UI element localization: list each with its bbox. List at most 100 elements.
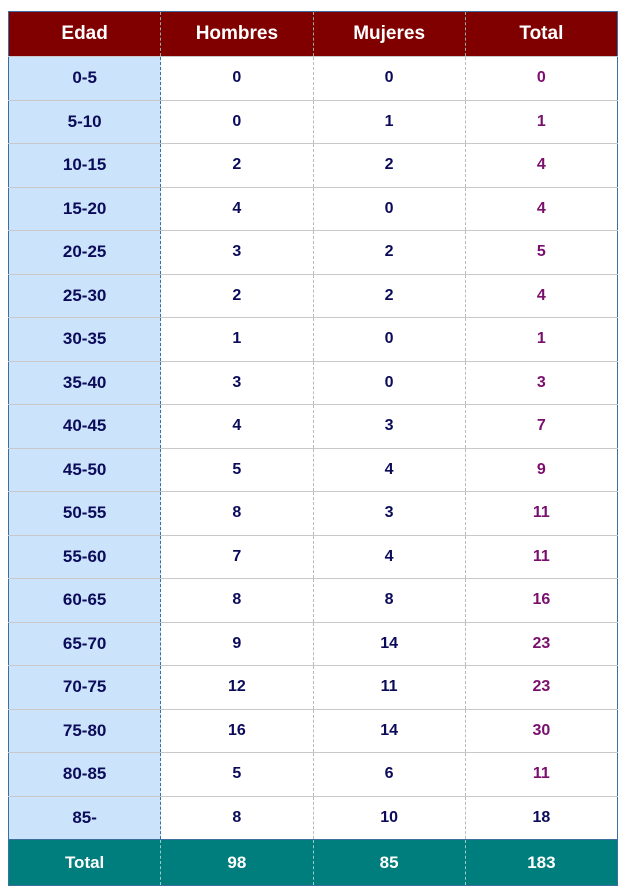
cell-total: 0	[464, 56, 618, 100]
cell-mujeres: 0	[312, 186, 466, 231]
cell-mujeres: 2	[312, 230, 466, 274]
cell-edad: 40-45	[8, 404, 162, 448]
cell-edad: 70-75	[8, 665, 162, 709]
cell-total: 23	[464, 665, 618, 709]
cell-edad: 25-30	[8, 273, 162, 318]
table-row: 50-55 8 3 11	[8, 491, 618, 535]
cell-total: 3	[464, 360, 618, 405]
cell-edad: 60-65	[8, 578, 162, 622]
footer-mujeres: 85	[312, 839, 466, 886]
cell-total: 4	[464, 143, 618, 187]
cell-edad: 10-15	[8, 143, 162, 187]
cell-hombres: 8	[160, 578, 313, 622]
table-row: 0-5 0 0 0	[8, 56, 618, 100]
cell-edad: 85-	[8, 795, 162, 840]
cell-mujeres: 4	[312, 534, 466, 579]
header-row: Edad Hombres Mujeres Total	[8, 11, 618, 57]
cell-edad: 50-55	[8, 491, 162, 535]
footer-total: 183	[464, 839, 618, 886]
cell-hombres: 4	[160, 404, 313, 448]
cell-mujeres: 1	[312, 99, 466, 144]
cell-edad: 35-40	[8, 360, 162, 405]
cell-edad: 65-70	[8, 621, 162, 666]
cell-mujeres: 0	[312, 56, 466, 100]
table-row: 25-30 2 2 4	[8, 273, 618, 318]
footer-label: Total	[8, 839, 161, 886]
table-row: 80-85 5 6 11	[8, 752, 618, 796]
cell-mujeres: 14	[312, 708, 466, 753]
cell-total: 23	[464, 621, 618, 666]
cell-mujeres: 4	[312, 447, 466, 492]
table-row: 30-35 1 0 1	[8, 317, 618, 361]
cell-edad: 15-20	[8, 186, 162, 231]
table-row: 85- 8 10 18	[8, 795, 618, 840]
cell-total: 16	[464, 578, 618, 622]
cell-total: 9	[464, 447, 618, 492]
table-row: 45-50 5 4 9	[8, 447, 618, 492]
cell-total: 1	[464, 99, 618, 144]
cell-hombres: 16	[160, 708, 313, 753]
table-row: 20-25 3 2 5	[8, 230, 618, 274]
cell-total: 4	[464, 273, 618, 318]
cell-mujeres: 2	[312, 143, 466, 187]
cell-hombres: 2	[160, 273, 313, 318]
header-hombres: Hombres	[160, 11, 313, 57]
cell-hombres: 3	[160, 360, 313, 405]
cell-mujeres: 10	[312, 795, 466, 840]
cell-mujeres: 3	[312, 404, 466, 448]
cell-hombres: 7	[160, 534, 313, 579]
cell-mujeres: 0	[312, 317, 466, 361]
cell-mujeres: 6	[312, 752, 466, 796]
table-row: 75-80 16 14 30	[8, 708, 618, 753]
table-row: 40-45 4 3 7	[8, 404, 618, 448]
footer-hombres: 98	[160, 839, 313, 886]
cell-hombres: 5	[160, 447, 313, 492]
cell-edad: 0-5	[8, 56, 162, 100]
cell-edad: 20-25	[8, 230, 162, 274]
header-edad: Edad	[8, 11, 161, 57]
table-row: 65-70 9 14 23	[8, 621, 618, 666]
cell-hombres: 9	[160, 621, 313, 666]
table-row: 55-60 7 4 11	[8, 534, 618, 579]
cell-edad: 45-50	[8, 447, 162, 492]
cell-total: 11	[464, 491, 618, 535]
cell-mujeres: 2	[312, 273, 466, 318]
cell-edad: 75-80	[8, 708, 162, 753]
cell-mujeres: 3	[312, 491, 466, 535]
cell-mujeres: 8	[312, 578, 466, 622]
table-row: 35-40 3 0 3	[8, 360, 618, 405]
cell-total: 1	[464, 317, 618, 361]
table-row: 15-20 4 0 4	[8, 186, 618, 231]
cell-hombres: 0	[160, 99, 313, 144]
cell-total: 7	[464, 404, 618, 448]
table-row: 60-65 8 8 16	[8, 578, 618, 622]
cell-hombres: 8	[160, 795, 313, 840]
cell-total: 18	[464, 795, 618, 840]
cell-hombres: 0	[160, 56, 313, 100]
cell-hombres: 5	[160, 752, 313, 796]
cell-total: 11	[464, 534, 618, 579]
cell-edad: 80-85	[8, 752, 162, 796]
cell-hombres: 3	[160, 230, 313, 274]
cell-hombres: 4	[160, 186, 313, 231]
header-mujeres: Mujeres	[312, 11, 466, 57]
cell-edad: 55-60	[8, 534, 162, 579]
age-gender-table: Edad Hombres Mujeres Total 0-5 0 0 0 5-10 0 1 1…	[8, 11, 618, 886]
cell-total: 5	[464, 230, 618, 274]
cell-total: 11	[464, 752, 618, 796]
cell-mujeres: 11	[312, 665, 466, 709]
cell-hombres: 1	[160, 317, 313, 361]
cell-mujeres: 0	[312, 360, 466, 405]
table-row: 10-15 2 2 4	[8, 143, 618, 187]
table-row: 5-10 0 1 1	[8, 99, 618, 144]
footer-row: Total 98 85 183	[8, 839, 618, 886]
cell-total: 30	[464, 708, 618, 753]
cell-mujeres: 14	[312, 621, 466, 666]
table-row: 70-75 12 11 23	[8, 665, 618, 709]
header-total: Total	[464, 11, 618, 57]
cell-hombres: 2	[160, 143, 313, 187]
cell-edad: 30-35	[8, 317, 162, 361]
cell-edad: 5-10	[8, 99, 162, 144]
cell-hombres: 8	[160, 491, 313, 535]
cell-hombres: 12	[160, 665, 313, 709]
